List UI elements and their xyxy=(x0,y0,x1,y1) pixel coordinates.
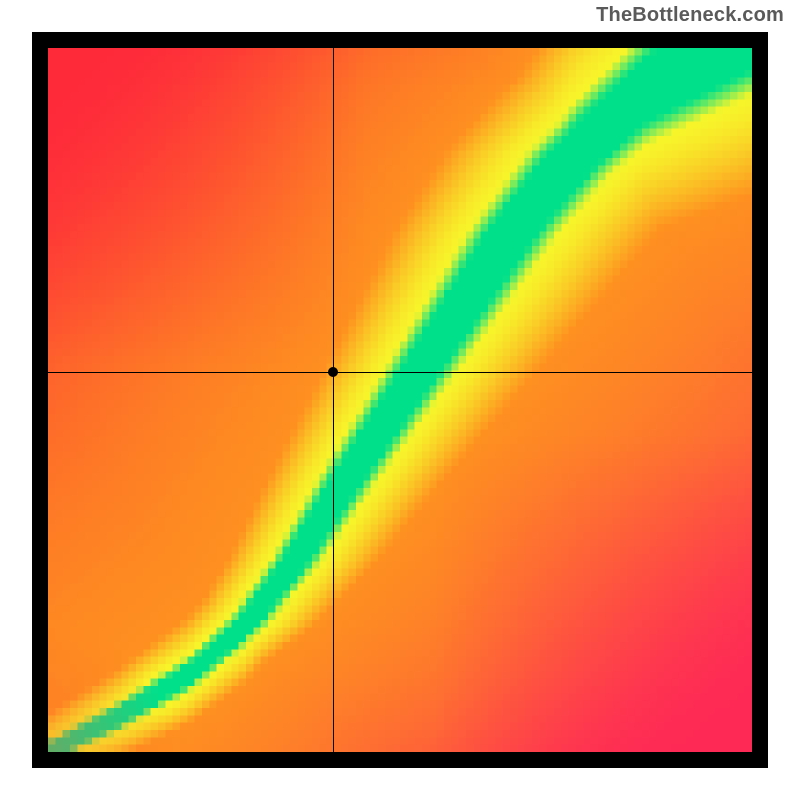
crosshair-horizontal xyxy=(48,372,752,373)
crosshair-vertical xyxy=(333,48,334,752)
chart-outer-frame xyxy=(32,32,768,768)
plot-area xyxy=(48,48,752,752)
attribution-label: TheBottleneck.com xyxy=(596,4,784,27)
heatmap-canvas xyxy=(48,48,752,752)
crosshair-point xyxy=(328,367,338,377)
chart-container: TheBottleneck.com xyxy=(0,0,800,800)
